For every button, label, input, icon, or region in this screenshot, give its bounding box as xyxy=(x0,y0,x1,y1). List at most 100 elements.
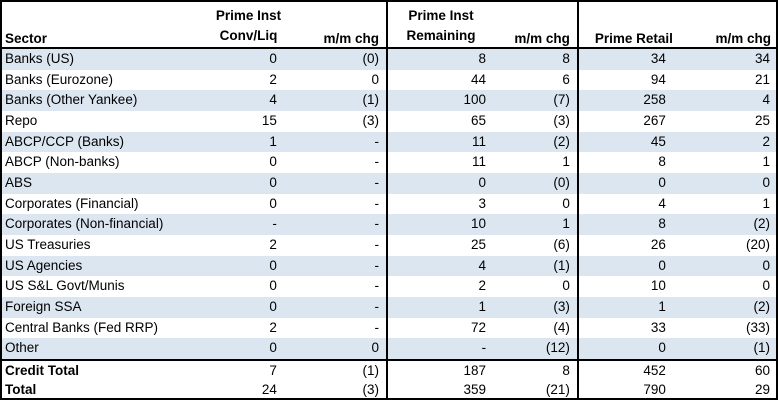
value-cell: 65 xyxy=(471,113,487,129)
value-cell: 10 xyxy=(650,278,666,294)
table-body: Banks (US) 0 (0) 8 8 34 34 Banks (Eurozone) 2 0 44… xyxy=(2,48,776,398)
value-cell: 0 xyxy=(494,276,579,298)
value-cell: 0 xyxy=(762,278,770,294)
value-cell: 25 xyxy=(471,237,487,253)
value-cell: 2 xyxy=(269,319,277,335)
header-mm-chg-3: m/m chg xyxy=(673,2,776,49)
value-cell: (6) xyxy=(494,235,579,256)
total-row: Total 24 (3) 359 (21) 790 29 xyxy=(2,380,776,398)
sector-cell: US Treasuries xyxy=(5,237,91,253)
table-row: ABS 0-0 (0) 0 0 xyxy=(2,173,776,194)
table-row: US Agencies 0-4 (1) 0 0 xyxy=(2,255,776,277)
value-cell: - xyxy=(284,235,388,256)
value-cell: (7) xyxy=(494,90,579,112)
value-cell: 0 xyxy=(284,338,388,361)
value-cell: 1 xyxy=(762,154,770,170)
value-cell: (33) xyxy=(745,319,770,335)
value-cell: (20) xyxy=(745,237,770,253)
value-cell: - xyxy=(284,297,388,318)
value-cell: - xyxy=(212,214,285,236)
header-mm-chg-2: m/m chg xyxy=(494,2,579,49)
sector-cell: Foreign SSA xyxy=(2,297,213,318)
value-cell: 26 xyxy=(650,237,666,253)
value-cell: 8 xyxy=(386,48,495,70)
value-cell: 21 xyxy=(754,71,770,87)
value-cell: 187 xyxy=(386,359,495,381)
value-cell: 45 xyxy=(577,131,674,153)
value-cell: 0 xyxy=(212,297,285,318)
table-row: Corporates (Financial) 0-3 0 4 1 xyxy=(2,193,776,215)
sector-cell: Corporates (Non-financial) xyxy=(2,214,213,236)
value-cell: (12) xyxy=(494,338,579,361)
header-group1-line2: Conv/Liq xyxy=(219,28,278,43)
sector-cell: Other xyxy=(2,338,213,361)
header-group2-line2: Remaining xyxy=(406,28,476,43)
value-cell: 2 xyxy=(673,131,776,153)
value-cell: 34 xyxy=(673,48,776,70)
value-cell: (1) xyxy=(673,338,776,361)
header-prime-inst-remaining: Prime Inst Remaining xyxy=(386,2,495,49)
value-cell: 0 xyxy=(673,255,776,277)
table-row: Foreign SSA 0-1 (3) 1 (2) xyxy=(2,297,776,318)
value-cell: (1) xyxy=(494,255,579,277)
value-cell: 15 xyxy=(261,113,277,129)
sector-cell: Total xyxy=(2,380,213,398)
value-cell: 34 xyxy=(577,48,674,70)
value-cell: 0 xyxy=(212,48,285,70)
value-cell: 0 xyxy=(269,154,277,170)
header-group1-line1: Prime Inst xyxy=(215,8,282,23)
value-cell: (3) xyxy=(284,111,388,132)
value-cell: - xyxy=(284,214,388,236)
table-row: US S&L Govt/Munis 0-2 0 10 0 xyxy=(2,276,776,298)
value-cell: 44 xyxy=(471,71,487,87)
value-cell: 4 xyxy=(658,195,666,211)
value-cell: 1 xyxy=(386,297,495,318)
sector-cell: ABCP/CCP (Banks) xyxy=(2,131,213,153)
value-cell: 4 xyxy=(212,90,285,112)
value-cell: 100 xyxy=(386,90,495,112)
sector-cell: Banks (Other Yankee) xyxy=(2,90,213,112)
value-cell: (2) xyxy=(673,297,776,318)
value-cell: 790 xyxy=(577,380,674,398)
table-row: Corporates (Non-financial) - -10 1 8 (2) xyxy=(2,214,776,236)
value-cell: 0 xyxy=(212,173,285,194)
table-row: Other 0 0- (12) 0 (1) xyxy=(2,338,776,361)
value-cell: 60 xyxy=(673,359,776,381)
table-row: Banks (Other Yankee) 4 (1) 100 (7) 258 4 xyxy=(2,90,776,112)
value-cell: 0 xyxy=(673,173,776,194)
sector-cell: Credit Total xyxy=(2,359,213,381)
sector-cell: ABS xyxy=(2,173,213,194)
value-cell: 33 xyxy=(650,319,666,335)
value-cell: (1) xyxy=(284,90,388,112)
sector-cell: US S&L Govt/Munis xyxy=(5,278,125,294)
value-cell: (2) xyxy=(494,131,579,153)
value-cell: 2 xyxy=(269,237,277,253)
value-cell: 4 xyxy=(673,90,776,112)
value-cell: 10 xyxy=(386,214,495,236)
value-cell: 0 xyxy=(269,195,277,211)
value-cell: 0 xyxy=(577,173,674,194)
value-cell: - xyxy=(284,317,388,339)
total-row: Credit Total 7 (1) 187 8 452 60 xyxy=(2,359,776,381)
value-cell: 1 xyxy=(762,195,770,211)
sector-cell: Banks (Eurozone) xyxy=(5,71,114,87)
value-cell: 11 xyxy=(472,154,487,170)
value-cell: 1 xyxy=(577,297,674,318)
value-cell: (0) xyxy=(284,48,388,70)
value-cell: (3) xyxy=(494,297,579,318)
value-cell: (3) xyxy=(494,111,579,132)
value-cell: 0 xyxy=(212,255,285,277)
value-cell: 267 xyxy=(643,113,666,129)
value-cell: - xyxy=(284,131,388,153)
header-sector: Sector xyxy=(2,2,213,49)
value-cell: 72 xyxy=(471,319,487,335)
table-row: ABCP/CCP (Banks) 1-11 (2) 45 2 xyxy=(2,131,776,153)
value-cell: - xyxy=(284,193,388,215)
table-row: Banks (Eurozone) 2 0 44 6 94 21 xyxy=(2,69,776,91)
value-cell: (0) xyxy=(494,173,579,194)
value-cell: 1 xyxy=(212,131,285,153)
value-cell: 0 xyxy=(269,278,277,294)
table-header: Sector Prime Inst Conv/Liq m/m chg Prime… xyxy=(2,2,776,49)
